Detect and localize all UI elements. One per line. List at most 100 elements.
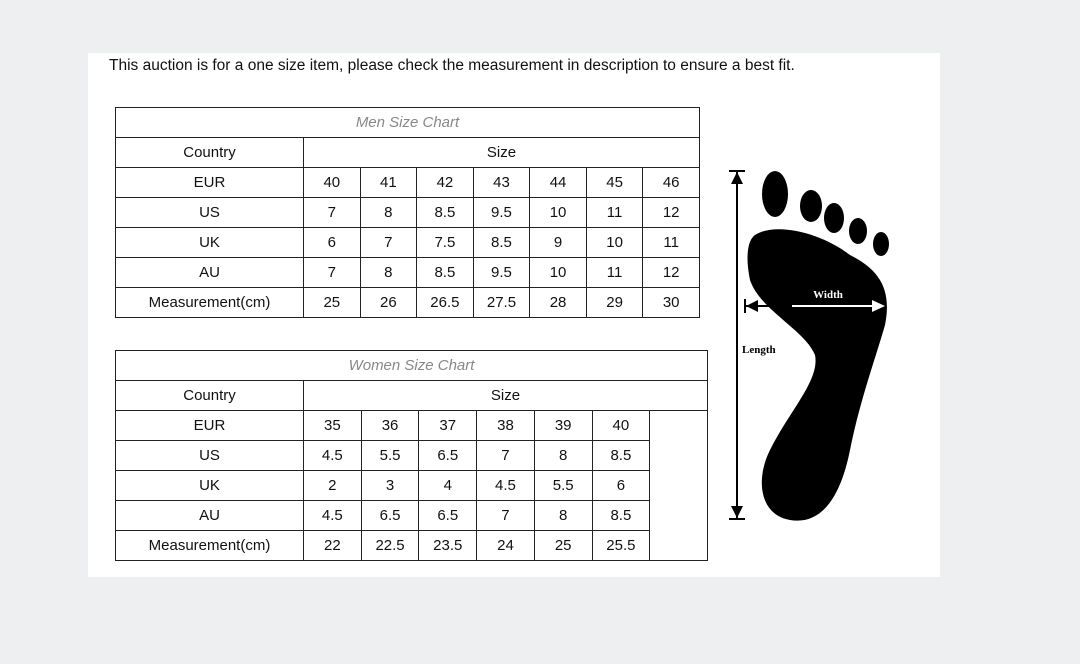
size-cell: 8: [359, 197, 418, 228]
table-row: UK 6 7 7.5 8.5 9 10 11: [115, 227, 700, 258]
size-cell: 7: [359, 227, 418, 258]
size-cell: 8.5: [591, 440, 651, 471]
size-cell: 7: [303, 257, 361, 288]
size-cell: 27.5: [472, 287, 531, 318]
size-cell: 5.5: [533, 470, 593, 501]
size-cell: 10: [529, 197, 587, 228]
size-cell: 7: [476, 500, 535, 531]
men-size-table: Men Size Chart Country Size EUR 40 41 42 43 44…: [115, 107, 700, 318]
row-label: Measurement(cm): [115, 530, 304, 561]
size-cell: 26.5: [416, 287, 474, 318]
size-cell: 6.5: [418, 500, 478, 531]
size-cell: 22: [303, 530, 362, 561]
size-cell: 25: [303, 287, 361, 318]
size-cell: 10: [585, 227, 644, 258]
table-row: UK 2 3 4 4.5 5.5 6: [115, 470, 708, 501]
size-cell: 10: [529, 257, 587, 288]
size-cell: 43: [472, 167, 531, 198]
length-label: Length: [742, 344, 776, 356]
size-cell: 24: [476, 530, 535, 561]
width-label: Width: [813, 289, 843, 301]
size-cell: 4.5: [476, 470, 535, 501]
size-cell: 36: [360, 410, 420, 441]
size-cell: 6: [591, 470, 651, 501]
size-cell: 7: [476, 440, 535, 471]
size-cell: 6.5: [418, 440, 478, 471]
size-cell: 5.5: [360, 440, 420, 471]
size-cell: 7.5: [416, 227, 474, 258]
size-cell: 9.5: [472, 197, 531, 228]
size-cell: 29: [585, 287, 644, 318]
size-cell: 41: [359, 167, 418, 198]
size-cell: 4: [418, 470, 478, 501]
size-cell: 25.5: [591, 530, 651, 561]
size-cell: 37: [418, 410, 478, 441]
size-cell: 6: [303, 227, 361, 258]
foot-icon: [747, 171, 889, 521]
size-cell: 22.5: [360, 530, 420, 561]
table-row: US 4.5 5.5 6.5 7 8 8.5: [115, 440, 708, 471]
size-cell: 11: [585, 257, 644, 288]
row-label: Measurement(cm): [115, 287, 304, 318]
size-cell: 8.5: [416, 197, 474, 228]
size-cell: 23.5: [418, 530, 478, 561]
foot-measurement-diagram: Width Length: [729, 170, 889, 521]
size-cell: 9: [529, 227, 587, 258]
size-cell: 46: [642, 167, 700, 198]
size-cell: 7: [303, 197, 361, 228]
length-arrow: [729, 170, 745, 520]
size-header: Size: [303, 137, 700, 168]
size-cell: 2: [303, 470, 362, 501]
notice-text: This auction is for a one size item, ple…: [109, 57, 795, 74]
row-label: UK: [115, 470, 304, 501]
size-cell: 4.5: [303, 440, 362, 471]
row-label: AU: [115, 500, 304, 531]
size-cell: 45: [585, 167, 644, 198]
size-cell: 11: [642, 227, 700, 258]
size-cell: 12: [642, 257, 700, 288]
size-cell: 42: [416, 167, 474, 198]
table-row: Measurement(cm) 22 22.5 23.5 24 25 25.5: [115, 530, 708, 561]
size-cell: 8.5: [472, 227, 531, 258]
size-cell: 40: [591, 410, 651, 441]
row-label: AU: [115, 257, 304, 288]
size-cell: 8: [533, 500, 593, 531]
size-cell: 8.5: [591, 500, 651, 531]
table-row: US 7 8 8.5 9.5 10 11 12: [115, 197, 700, 228]
table-row: EUR 40 41 42 43 44 45 46: [115, 167, 700, 198]
size-cell: 26: [359, 287, 418, 318]
size-cell: 12: [642, 197, 700, 228]
country-header: Country: [115, 137, 304, 168]
women-size-table: Women Size Chart Country Size EUR 35 36 37 38…: [115, 350, 708, 561]
width-arrow: [744, 299, 885, 313]
size-cell: 8: [359, 257, 418, 288]
size-cell: 8: [533, 440, 593, 471]
row-label: US: [115, 440, 304, 471]
country-header: Country: [115, 380, 304, 411]
table-title: Women Size Chart: [115, 350, 708, 381]
row-label: UK: [115, 227, 304, 258]
size-cell: 6.5: [360, 500, 420, 531]
size-cell: 40: [303, 167, 361, 198]
size-cell: 11: [585, 197, 644, 228]
size-cell: 3: [360, 470, 420, 501]
table-title: Men Size Chart: [115, 107, 700, 138]
row-label: EUR: [115, 167, 304, 198]
size-cell: 8.5: [416, 257, 474, 288]
size-cell: 38: [476, 410, 535, 441]
size-cell: 28: [529, 287, 587, 318]
row-label: EUR: [115, 410, 304, 441]
size-cell: 44: [529, 167, 587, 198]
table-row: EUR 35 36 37 38 39 40: [115, 410, 708, 561]
size-cell: 39: [533, 410, 593, 441]
empty-cell: [649, 410, 708, 561]
table-row: AU 4.5 6.5 6.5 7 8 8.5: [115, 500, 708, 531]
size-cell: 9.5: [472, 257, 531, 288]
table-row: AU 7 8 8.5 9.5 10 11 12: [115, 257, 700, 288]
size-header: Size: [303, 380, 708, 411]
table-row: Measurement(cm) 25 26 26.5 27.5 28 29 30: [115, 287, 700, 318]
row-label: US: [115, 197, 304, 228]
size-cell: 4.5: [303, 500, 362, 531]
size-cell: 30: [642, 287, 700, 318]
size-cell: 35: [303, 410, 362, 441]
